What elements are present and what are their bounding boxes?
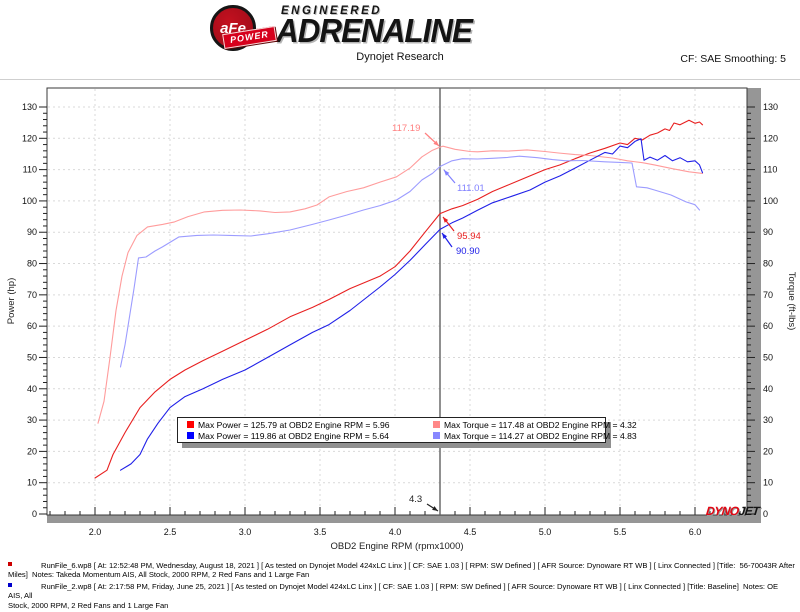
svg-text:OBD2 Engine RPM (rpmx1000): OBD2 Engine RPM (rpmx1000) bbox=[330, 541, 463, 552]
trace-power-run2 bbox=[119, 138, 704, 471]
afe-power-logo: aFe bbox=[210, 5, 256, 51]
brand-adrenaline-text: ADRENALINE bbox=[276, 12, 473, 49]
svg-text:70: 70 bbox=[763, 290, 773, 300]
svg-text:50: 50 bbox=[27, 352, 37, 362]
run2-info-line2: Stock, 2000 RPM, 2 Red Fans and 1 Large … bbox=[8, 600, 169, 610]
chart-title: Dynojet Research bbox=[356, 51, 444, 63]
svg-text:90.90: 90.90 bbox=[456, 246, 480, 257]
header: aFe POWER ENGINEERED ADRENALINE Dynojet … bbox=[0, 0, 800, 80]
legend-swatch-lightred-icon bbox=[433, 421, 440, 428]
svg-text:80: 80 bbox=[763, 259, 773, 269]
svg-text:111.01: 111.01 bbox=[457, 183, 485, 194]
svg-text:100: 100 bbox=[763, 196, 778, 206]
run6-bullet-icon bbox=[8, 562, 12, 566]
svg-text:117.19: 117.19 bbox=[392, 123, 420, 134]
legend-label: Max Torque = 114.27 at OBD2 Engine RPM =… bbox=[444, 430, 637, 441]
legend-item-max-power-run2: Max Power = 119.86 at OBD2 Engine RPM = … bbox=[187, 431, 433, 441]
legend-swatch-blue-icon bbox=[187, 432, 194, 439]
run2-bullet-icon bbox=[8, 582, 12, 587]
svg-text:5.0: 5.0 bbox=[539, 527, 552, 537]
svg-text:80: 80 bbox=[27, 259, 37, 269]
dynojet-logo: DYNOJET bbox=[705, 504, 760, 518]
svg-text:110: 110 bbox=[763, 165, 777, 175]
svg-text:110: 110 bbox=[23, 165, 37, 175]
run-entry-runfile6: RunFile_6.wp8 [ At: 12:52:48 PM, Wednesd… bbox=[8, 561, 796, 580]
svg-text:70: 70 bbox=[27, 290, 37, 300]
legend-item-max-power-run6: Max Power = 125.79 at OBD2 Engine RPM = … bbox=[187, 420, 433, 430]
svg-text:0: 0 bbox=[32, 509, 37, 519]
svg-text:90: 90 bbox=[27, 227, 37, 237]
svg-text:90: 90 bbox=[763, 227, 773, 237]
svg-text:30: 30 bbox=[763, 415, 773, 425]
trace-power-run6 bbox=[94, 119, 704, 479]
svg-text:60: 60 bbox=[27, 321, 37, 331]
run6-info-line1: RunFile_6.wp8 [ At: 12:52:48 PM, Wednesd… bbox=[41, 561, 795, 570]
svg-text:0: 0 bbox=[763, 509, 768, 519]
svg-text:95.94: 95.94 bbox=[457, 231, 481, 242]
svg-text:10: 10 bbox=[27, 478, 37, 488]
svg-text:6.0: 6.0 bbox=[689, 527, 702, 537]
correction-smoothing-label: CF: SAE Smoothing: 5 bbox=[680, 53, 786, 65]
svg-text:50: 50 bbox=[763, 352, 773, 362]
svg-text:4.3: 4.3 bbox=[409, 494, 422, 505]
run2-info-line1: RunFile_2.wp8 [ At: 2:17:58 PM, Friday, … bbox=[8, 581, 782, 601]
legend-swatch-lightblue-icon bbox=[433, 432, 440, 439]
svg-text:100: 100 bbox=[22, 196, 37, 206]
svg-text:4.0: 4.0 bbox=[389, 527, 402, 537]
svg-text:40: 40 bbox=[763, 384, 773, 394]
legend-swatch-red-icon bbox=[187, 421, 194, 428]
legend-label: Max Power = 119.86 at OBD2 Engine RPM = … bbox=[198, 430, 389, 441]
svg-text:60: 60 bbox=[763, 321, 773, 331]
run-info-footer: RunFile_6.wp8 [ At: 12:52:48 PM, Wednesd… bbox=[8, 561, 796, 612]
brand-engineered-text: ENGINEERED bbox=[281, 5, 383, 17]
svg-text:2.0: 2.0 bbox=[89, 527, 102, 537]
legend-box[interactable]: Max Power = 125.79 at OBD2 Engine RPM = … bbox=[177, 417, 637, 443]
legend-item-max-torque-run6: Max Torque = 117.48 at OBD2 Engine RPM =… bbox=[433, 420, 637, 430]
legend-item-max-torque-run2: Max Torque = 114.27 at OBD2 Engine RPM =… bbox=[433, 431, 637, 441]
svg-text:20: 20 bbox=[27, 446, 37, 456]
svg-text:30: 30 bbox=[27, 415, 37, 425]
svg-text:130: 130 bbox=[22, 102, 37, 112]
svg-text:Torque (ft-lbs): Torque (ft-lbs) bbox=[786, 272, 797, 331]
run-entry-runfile2: RunFile_2.wp8 [ At: 2:17:58 PM, Friday, … bbox=[8, 582, 796, 610]
trace-torque-run6 bbox=[97, 145, 704, 424]
svg-text:4.5: 4.5 bbox=[464, 527, 477, 537]
legend-label: Max Torque = 117.48 at OBD2 Engine RPM =… bbox=[444, 419, 637, 430]
svg-text:20: 20 bbox=[763, 446, 773, 456]
svg-text:120: 120 bbox=[763, 133, 778, 143]
svg-text:10: 10 bbox=[763, 478, 773, 488]
legend-label: Max Power = 125.79 at OBD2 Engine RPM = … bbox=[198, 419, 390, 430]
trace-torque-run2 bbox=[119, 155, 701, 368]
dynojet-logo-dyno: DYNO bbox=[705, 504, 740, 518]
svg-text:120: 120 bbox=[22, 133, 37, 143]
svg-text:40: 40 bbox=[27, 384, 37, 394]
svg-text:2.5: 2.5 bbox=[164, 527, 177, 537]
svg-text:3.5: 3.5 bbox=[314, 527, 327, 537]
svg-text:Power (hp): Power (hp) bbox=[6, 278, 17, 324]
svg-text:3.0: 3.0 bbox=[239, 527, 252, 537]
svg-text:5.5: 5.5 bbox=[614, 527, 627, 537]
run6-info-line2: Miles] Notes: Takeda Momentum AIS, All S… bbox=[8, 570, 310, 580]
svg-text:130: 130 bbox=[763, 102, 778, 112]
dynojet-logo-jet: JET bbox=[737, 504, 760, 518]
